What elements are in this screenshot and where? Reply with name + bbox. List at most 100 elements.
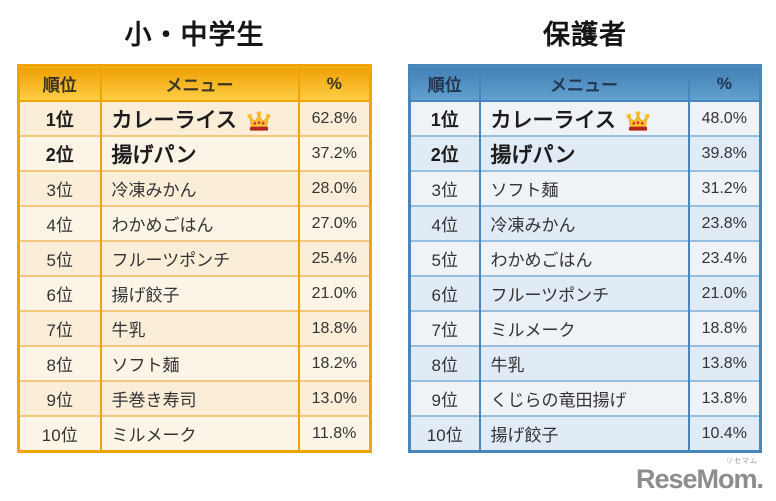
percent-cell: 31.2% bbox=[687, 170, 761, 206]
column-header-rank: 順位 bbox=[18, 65, 101, 101]
menu-cell: ミルメーク bbox=[478, 310, 689, 346]
menu-label: 牛乳 bbox=[490, 356, 525, 375]
menu-label: 冷凍みかん bbox=[111, 181, 197, 200]
menu-label: ソフト麺 bbox=[490, 181, 559, 200]
menu-label: 揚げ餃子 bbox=[111, 286, 180, 305]
percent-cell: 13.8% bbox=[687, 380, 761, 416]
table-row: 7位 牛乳 18.8% bbox=[18, 310, 371, 346]
percent-cell: 21.0% bbox=[297, 275, 371, 311]
table-row: 5位 わかめごはん 23.4% bbox=[409, 240, 761, 276]
menu-cell: わかめごはん bbox=[99, 205, 299, 241]
column-header-menu: メニュー bbox=[99, 65, 299, 101]
table-row: 2位 揚げパン 39.8% bbox=[409, 135, 761, 171]
table-row: 1位 カレーライス 62.8% bbox=[18, 100, 371, 136]
table-row: 6位 揚げ餃子 21.0% bbox=[18, 275, 371, 311]
table-row: 8位 牛乳 13.8% bbox=[409, 345, 761, 381]
table-header-row: 順位 メニュー % bbox=[18, 65, 371, 101]
page-title: 小・中学生 bbox=[124, 19, 265, 50]
percent-cell: 48.0% bbox=[687, 100, 761, 136]
menu-label: ソフト麺 bbox=[111, 356, 180, 375]
menu-cell: 牛乳 bbox=[478, 345, 689, 381]
column-header-rank: 順位 bbox=[409, 65, 480, 101]
rank-cell: 6位 bbox=[409, 275, 480, 311]
rank-cell: 5位 bbox=[18, 240, 101, 276]
resemom-logo: リセマム ReseMom. bbox=[636, 458, 764, 493]
percent-cell: 13.0% bbox=[297, 380, 371, 416]
menu-label: カレーライス bbox=[111, 108, 237, 132]
menu-cell: 冷凍みかん bbox=[99, 170, 299, 206]
menu-label: 揚げ餃子 bbox=[490, 426, 559, 445]
rank-cell: 5位 bbox=[409, 240, 480, 276]
menu-label: カレーライス bbox=[490, 108, 616, 132]
rank-cell: 4位 bbox=[409, 205, 480, 241]
menu-label: フルーツポンチ bbox=[490, 286, 610, 305]
percent-cell: 28.0% bbox=[297, 170, 371, 206]
rank-cell: 9位 bbox=[18, 380, 101, 416]
table-header-row: 順位 メニュー % bbox=[409, 65, 761, 101]
table-row: 9位 手巻き寿司 13.0% bbox=[18, 380, 371, 416]
rank-cell: 10位 bbox=[18, 415, 101, 452]
percent-cell: 18.8% bbox=[297, 310, 371, 346]
table-row: 3位 冷凍みかん 28.0% bbox=[18, 170, 371, 206]
column-header-percent: % bbox=[687, 65, 761, 101]
rank-cell: 7位 bbox=[18, 310, 101, 346]
percent-cell: 21.0% bbox=[687, 275, 761, 311]
menu-label: ミルメーク bbox=[490, 321, 576, 340]
percent-cell: 18.8% bbox=[687, 310, 761, 346]
percent-cell: 10.4% bbox=[687, 415, 761, 452]
rank-cell: 8位 bbox=[409, 345, 480, 381]
column-header-menu: メニュー bbox=[478, 65, 689, 101]
table-row: 6位 フルーツポンチ 21.0% bbox=[409, 275, 761, 311]
percent-cell: 37.2% bbox=[297, 135, 371, 171]
menu-cell: 冷凍みかん bbox=[478, 205, 689, 241]
students-panel: 小・中学生 順位 メニュー % 1位 カレーライス 62.8% 2位 揚げパン … bbox=[17, 0, 372, 453]
menu-cell: 揚げパン bbox=[99, 135, 299, 171]
menu-cell: カレーライス bbox=[478, 100, 689, 136]
menu-cell: わかめごはん bbox=[478, 240, 689, 276]
menu-cell: 揚げ餃子 bbox=[99, 275, 299, 311]
table-row: 9位 くじらの竜田揚げ 13.8% bbox=[409, 380, 761, 416]
parents-panel: 保護者 順位 メニュー % 1位 カレーライス 48.0% 2位 揚げパン 39… bbox=[408, 0, 762, 453]
menu-cell: 牛乳 bbox=[99, 310, 299, 346]
percent-cell: 13.8% bbox=[687, 345, 761, 381]
menu-cell: ソフト麺 bbox=[478, 170, 689, 206]
rank-cell: 3位 bbox=[18, 170, 101, 206]
menu-cell: ソフト麺 bbox=[99, 345, 299, 381]
menu-cell: くじらの竜田揚げ bbox=[478, 380, 689, 416]
rank-cell: 4位 bbox=[18, 205, 101, 241]
table-row: 1位 カレーライス 48.0% bbox=[409, 100, 761, 136]
menu-label: 揚げパン bbox=[111, 143, 197, 167]
menu-label: わかめごはん bbox=[490, 251, 593, 270]
parents-ranking-table: 順位 メニュー % 1位 カレーライス 48.0% 2位 揚げパン 39.8% … bbox=[408, 64, 762, 453]
crown-icon bbox=[246, 110, 272, 131]
menu-label: 冷凍みかん bbox=[490, 216, 576, 235]
menu-label: くじらの竜田揚げ bbox=[490, 391, 627, 410]
rank-cell: 8位 bbox=[18, 345, 101, 381]
menu-cell: フルーツポンチ bbox=[99, 240, 299, 276]
table-row: 4位 わかめごはん 27.0% bbox=[18, 205, 371, 241]
percent-cell: 25.4% bbox=[297, 240, 371, 276]
percent-cell: 23.4% bbox=[687, 240, 761, 276]
table-row: 5位 フルーツポンチ 25.4% bbox=[18, 240, 371, 276]
crown-icon bbox=[625, 110, 651, 131]
menu-label: ミルメーク bbox=[111, 426, 197, 445]
percent-cell: 18.2% bbox=[297, 345, 371, 381]
table-row: 2位 揚げパン 37.2% bbox=[18, 135, 371, 171]
rank-cell: 7位 bbox=[409, 310, 480, 346]
menu-cell: 揚げパン bbox=[478, 135, 689, 171]
table-row: 10位 ミルメーク 11.8% bbox=[18, 415, 371, 452]
menu-label: 揚げパン bbox=[490, 143, 576, 167]
menu-cell: 手巻き寿司 bbox=[99, 380, 299, 416]
rank-cell: 2位 bbox=[18, 135, 101, 171]
table-row: 8位 ソフト麺 18.2% bbox=[18, 345, 371, 381]
menu-cell: カレーライス bbox=[99, 100, 299, 136]
menu-cell: フルーツポンチ bbox=[478, 275, 689, 311]
percent-cell: 39.8% bbox=[687, 135, 761, 171]
rank-cell: 6位 bbox=[18, 275, 101, 311]
menu-label: フルーツポンチ bbox=[111, 251, 231, 270]
percent-cell: 62.8% bbox=[297, 100, 371, 136]
percent-cell: 27.0% bbox=[297, 205, 371, 241]
logo-ruby-text: リセマム bbox=[726, 458, 758, 465]
table-row: 3位 ソフト麺 31.2% bbox=[409, 170, 761, 206]
